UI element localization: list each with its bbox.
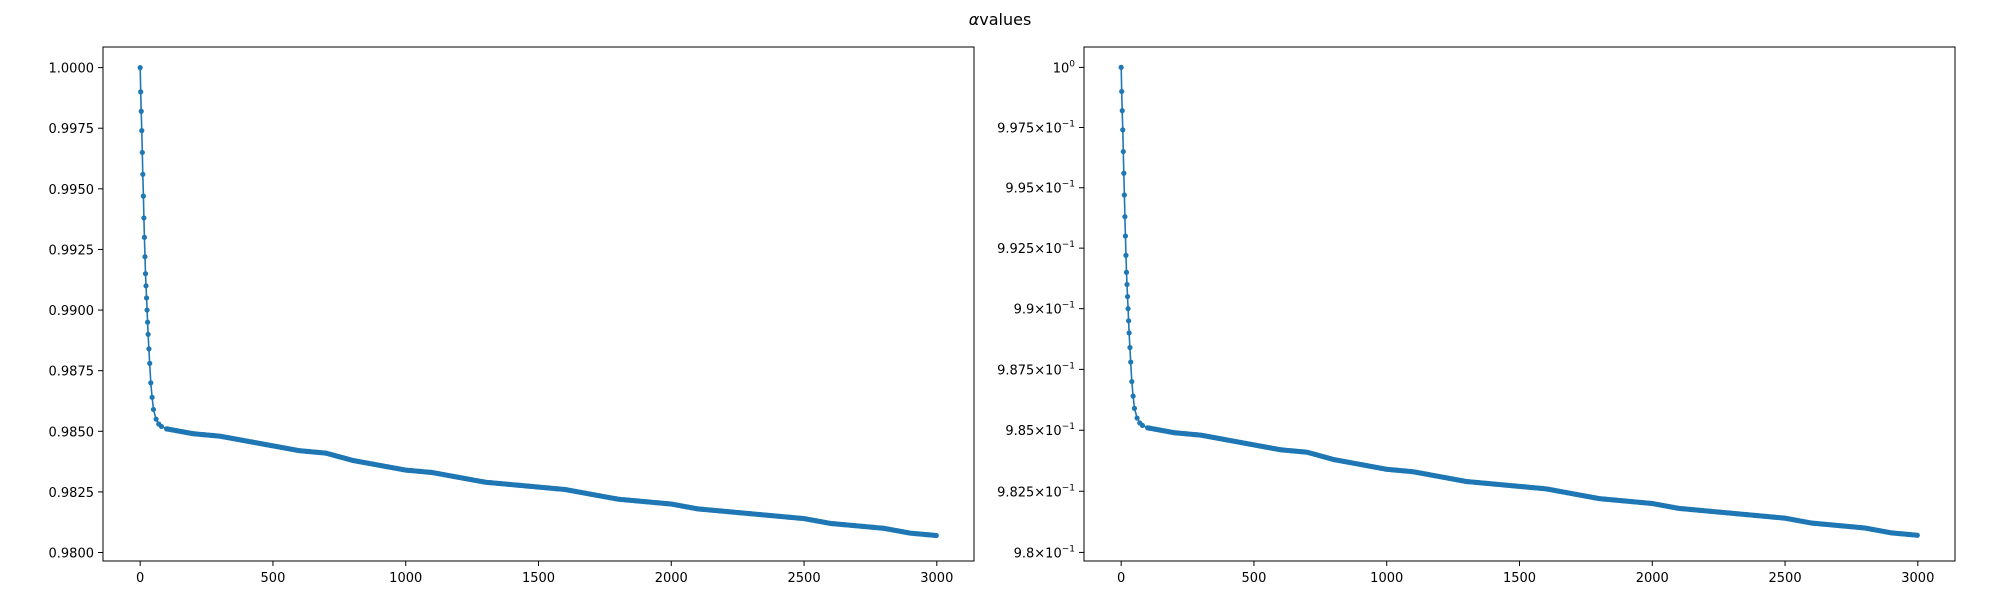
y-tick-label: 0.9950 [49, 183, 95, 198]
data-point [150, 406, 157, 413]
data-point [1131, 405, 1138, 411]
series-markers [137, 65, 939, 539]
data-point [140, 171, 146, 177]
y-tick-label: 9.825×10−1 [997, 483, 1075, 500]
data-point [143, 295, 150, 301]
x-tick-label: 1500 [522, 571, 555, 586]
data-point [1125, 306, 1131, 312]
data-point [1124, 293, 1131, 300]
y-tick-label: 100 [1053, 59, 1076, 76]
y-tick-label: 9.8×10−1 [1014, 544, 1075, 561]
data-point [1134, 415, 1140, 421]
y-tick-label: 0.9975 [49, 122, 95, 137]
y-tick-label: 0.9875 [49, 365, 95, 380]
data-point [1121, 192, 1127, 198]
x-tick-label: 500 [1242, 571, 1267, 586]
x-tick-label: 1000 [389, 571, 422, 586]
y-tick-label: 0.9850 [49, 425, 95, 440]
x-tick-label: 1500 [1503, 571, 1536, 586]
y-tick-label: 0.9800 [49, 547, 95, 562]
y-tick-label: 0.9825 [49, 486, 95, 501]
data-point [143, 283, 149, 289]
y-tick-label: 9.85×10−1 [1005, 422, 1075, 439]
data-point [148, 380, 154, 386]
x-tick-label: 2000 [1636, 571, 1669, 586]
data-point [1129, 378, 1135, 385]
y-tick-label: 9.9×10−1 [1014, 301, 1075, 318]
x-tick-label: 0 [136, 571, 144, 586]
x-tick-label: 3000 [1901, 571, 1934, 586]
suptitle-alpha: α [969, 10, 980, 29]
data-point [153, 416, 159, 422]
data-point [158, 423, 165, 430]
y-tick-label: 0.9925 [49, 243, 95, 258]
data-point [145, 331, 151, 337]
data-point [142, 254, 148, 260]
data-point [1914, 532, 1920, 538]
x-tick-label: 2000 [655, 571, 688, 586]
data-point [138, 89, 144, 95]
series-markers [1118, 64, 1920, 538]
data-point [1128, 359, 1134, 365]
data-point [1123, 269, 1130, 275]
x-tick-label: 2500 [788, 571, 821, 586]
data-point [145, 319, 151, 325]
x-tick-label: 1000 [1370, 571, 1403, 586]
data-point [1130, 393, 1136, 399]
x-tick-label: 3000 [920, 571, 953, 586]
data-point [146, 346, 152, 352]
y-tick-label: 0.9900 [49, 304, 95, 319]
data-point [147, 360, 153, 367]
y-tick-label: 9.925×10−1 [997, 240, 1075, 257]
x-tick-label: 500 [261, 571, 286, 586]
data-point [1127, 344, 1133, 351]
y-tick-label: 1.0000 [49, 62, 95, 77]
data-point [137, 65, 143, 71]
data-point [1121, 170, 1127, 176]
data-point [1122, 214, 1128, 220]
data-point [142, 271, 149, 277]
data-point [1120, 127, 1126, 133]
x-tick-label: 0 [1117, 571, 1125, 586]
data-point [1122, 233, 1129, 239]
data-point [1124, 281, 1130, 288]
data-point [141, 215, 147, 221]
data-point [933, 532, 939, 539]
y-tick-label: 9.975×10−1 [997, 119, 1075, 136]
data-point [139, 128, 145, 134]
y-tick-label: 9.875×10−1 [997, 361, 1075, 378]
log-scale-panel: 0 500 1000 1500 2000 2500 3000 9.8×10−1 9.825×10… [997, 46, 1956, 586]
data-point [1126, 318, 1132, 324]
data-point [149, 394, 155, 400]
suptitle-text: values [979, 10, 1031, 29]
data-point [1118, 64, 1124, 70]
data-point [1120, 148, 1126, 155]
x-tick-label: 2500 [1769, 571, 1802, 586]
linear-scale-panel: 0 500 1000 1500 2000 2500 3000 0.9800 0.9825 0.98… [49, 46, 975, 586]
data-point [1139, 422, 1146, 428]
data-point [140, 193, 146, 199]
data-point [138, 108, 144, 114]
y-tick-label: 9.95×10−1 [1005, 180, 1075, 197]
data-point [141, 234, 148, 240]
data-point [144, 307, 150, 313]
data-point [1123, 252, 1129, 258]
figure-suptitle: αvalues [969, 10, 1032, 29]
data-point [1119, 88, 1125, 95]
data-point [1126, 330, 1132, 336]
data-point [1119, 108, 1125, 114]
data-point [139, 149, 145, 156]
